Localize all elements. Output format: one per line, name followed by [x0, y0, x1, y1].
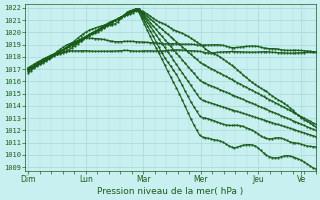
X-axis label: Pression niveau de la mer( hPa ): Pression niveau de la mer( hPa ) — [98, 187, 244, 196]
